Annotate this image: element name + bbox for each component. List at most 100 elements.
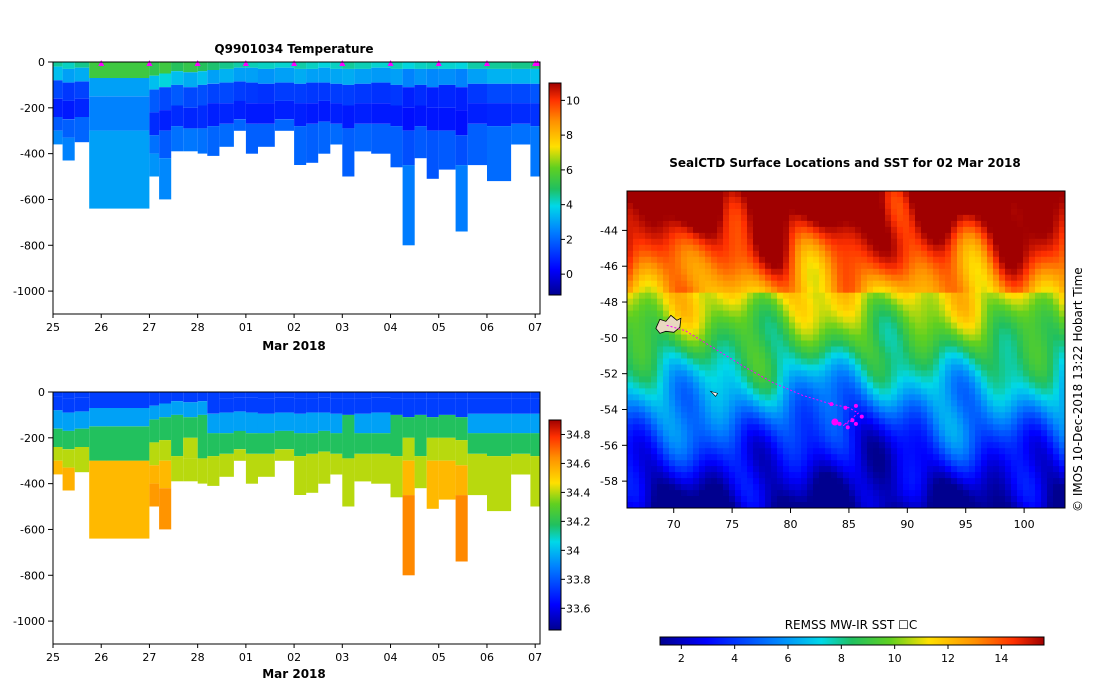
sst-cell bbox=[993, 466, 1000, 473]
sst-cell bbox=[681, 454, 688, 461]
salinity-cell bbox=[318, 430, 331, 452]
sst-cell bbox=[1047, 280, 1054, 288]
sst-cell bbox=[981, 502, 988, 508]
temperature-cell bbox=[106, 78, 150, 97]
sst-cell bbox=[795, 496, 802, 503]
sst-cell bbox=[831, 298, 838, 306]
salinity-cell bbox=[183, 417, 198, 438]
sst-cell bbox=[687, 280, 694, 288]
sst-cell bbox=[711, 352, 718, 360]
sst-cell bbox=[849, 484, 856, 491]
sst-cell bbox=[705, 226, 712, 234]
sst-cell bbox=[993, 358, 1000, 366]
sst-cell bbox=[1029, 376, 1036, 383]
sst-cell bbox=[861, 280, 868, 288]
sst-cell bbox=[963, 424, 970, 431]
sst-cell bbox=[681, 382, 688, 389]
salinity-cell bbox=[438, 414, 456, 438]
sst-cell bbox=[873, 400, 880, 407]
sst-cell bbox=[687, 352, 694, 360]
sst-cell bbox=[921, 382, 928, 389]
sst-cell bbox=[1041, 490, 1048, 497]
salinity-cell bbox=[257, 413, 275, 434]
sst-cell bbox=[879, 436, 886, 443]
sst-cell bbox=[1011, 292, 1018, 300]
sst-cell bbox=[825, 292, 832, 300]
sst-cell bbox=[705, 334, 712, 342]
map-latitude-axis: -44-46-48-50-52-54-56-58 bbox=[600, 224, 627, 488]
temperature-cell bbox=[257, 62, 275, 69]
sst-cell bbox=[975, 412, 982, 419]
sst-cell bbox=[741, 352, 748, 360]
sst-cell bbox=[951, 490, 958, 497]
sst-cell bbox=[885, 280, 892, 288]
sst-cell bbox=[885, 412, 892, 419]
sst-cell bbox=[705, 328, 712, 336]
sst-cell bbox=[999, 394, 1006, 401]
sst-cell bbox=[1005, 364, 1012, 372]
sst-cell bbox=[915, 436, 922, 443]
sst-cell bbox=[909, 226, 916, 234]
sst-cell bbox=[969, 406, 976, 413]
sst-cell bbox=[987, 496, 994, 503]
sst-cell bbox=[909, 262, 916, 270]
sst-cell bbox=[789, 394, 796, 401]
sst-cell bbox=[885, 484, 892, 491]
sst-cell bbox=[627, 502, 634, 508]
salinity-cell bbox=[159, 392, 172, 404]
sst-cell bbox=[981, 220, 988, 228]
sst-cell bbox=[759, 197, 766, 204]
sst-cell bbox=[903, 256, 910, 264]
sst-cell bbox=[663, 232, 670, 240]
sst-cell bbox=[693, 496, 700, 503]
sst-cell bbox=[993, 442, 1000, 449]
sst-cell bbox=[963, 460, 970, 467]
sst-cell bbox=[891, 454, 898, 461]
sst-cell bbox=[957, 412, 964, 419]
sst-cell bbox=[1053, 382, 1060, 389]
sst-cell bbox=[795, 454, 802, 461]
sst-cell bbox=[903, 376, 910, 383]
temperature-cell bbox=[245, 82, 258, 104]
sst-cell bbox=[699, 490, 706, 497]
sst-cell bbox=[657, 496, 664, 503]
sst-cell bbox=[717, 328, 724, 336]
sst-cell bbox=[969, 292, 976, 300]
salinity-cell bbox=[467, 433, 487, 454]
temperature-cell bbox=[467, 123, 487, 166]
sst-cell bbox=[645, 226, 652, 234]
sst-cell bbox=[825, 436, 832, 443]
sst-cell bbox=[807, 412, 814, 419]
sst-cell bbox=[645, 472, 652, 479]
sst-cell bbox=[765, 358, 772, 366]
sst-cell bbox=[951, 191, 958, 198]
sst-cell bbox=[699, 292, 706, 300]
sst-cell bbox=[1023, 262, 1030, 270]
temperature-cell bbox=[62, 137, 75, 161]
salinity-x-tick-label: 06 bbox=[480, 651, 494, 664]
sst-cell bbox=[627, 430, 634, 437]
sst-cell bbox=[669, 340, 676, 348]
sst-cell bbox=[1017, 214, 1024, 222]
sst-cell bbox=[963, 334, 970, 342]
sst-cell bbox=[927, 322, 934, 330]
sst-cell bbox=[789, 220, 796, 228]
sst-cell bbox=[1005, 250, 1012, 258]
sst-cell bbox=[789, 191, 796, 198]
sst-cell bbox=[735, 424, 742, 431]
sst-cell bbox=[1035, 238, 1042, 246]
sst-cell bbox=[729, 280, 736, 288]
sst-cell bbox=[765, 352, 772, 360]
sst-cell bbox=[687, 244, 694, 252]
sst-cell bbox=[999, 286, 1006, 294]
sst-cell bbox=[669, 358, 676, 366]
salinity-y-tick-label: 0 bbox=[38, 386, 45, 399]
sst-cell bbox=[759, 274, 766, 282]
salinity-cell bbox=[171, 401, 184, 415]
sst-cell bbox=[777, 466, 784, 473]
sst-cell bbox=[639, 430, 646, 437]
sst-cell bbox=[807, 454, 814, 461]
sst-cell bbox=[909, 346, 916, 354]
salinity-cell bbox=[207, 392, 220, 400]
sst-cell bbox=[1059, 358, 1065, 366]
